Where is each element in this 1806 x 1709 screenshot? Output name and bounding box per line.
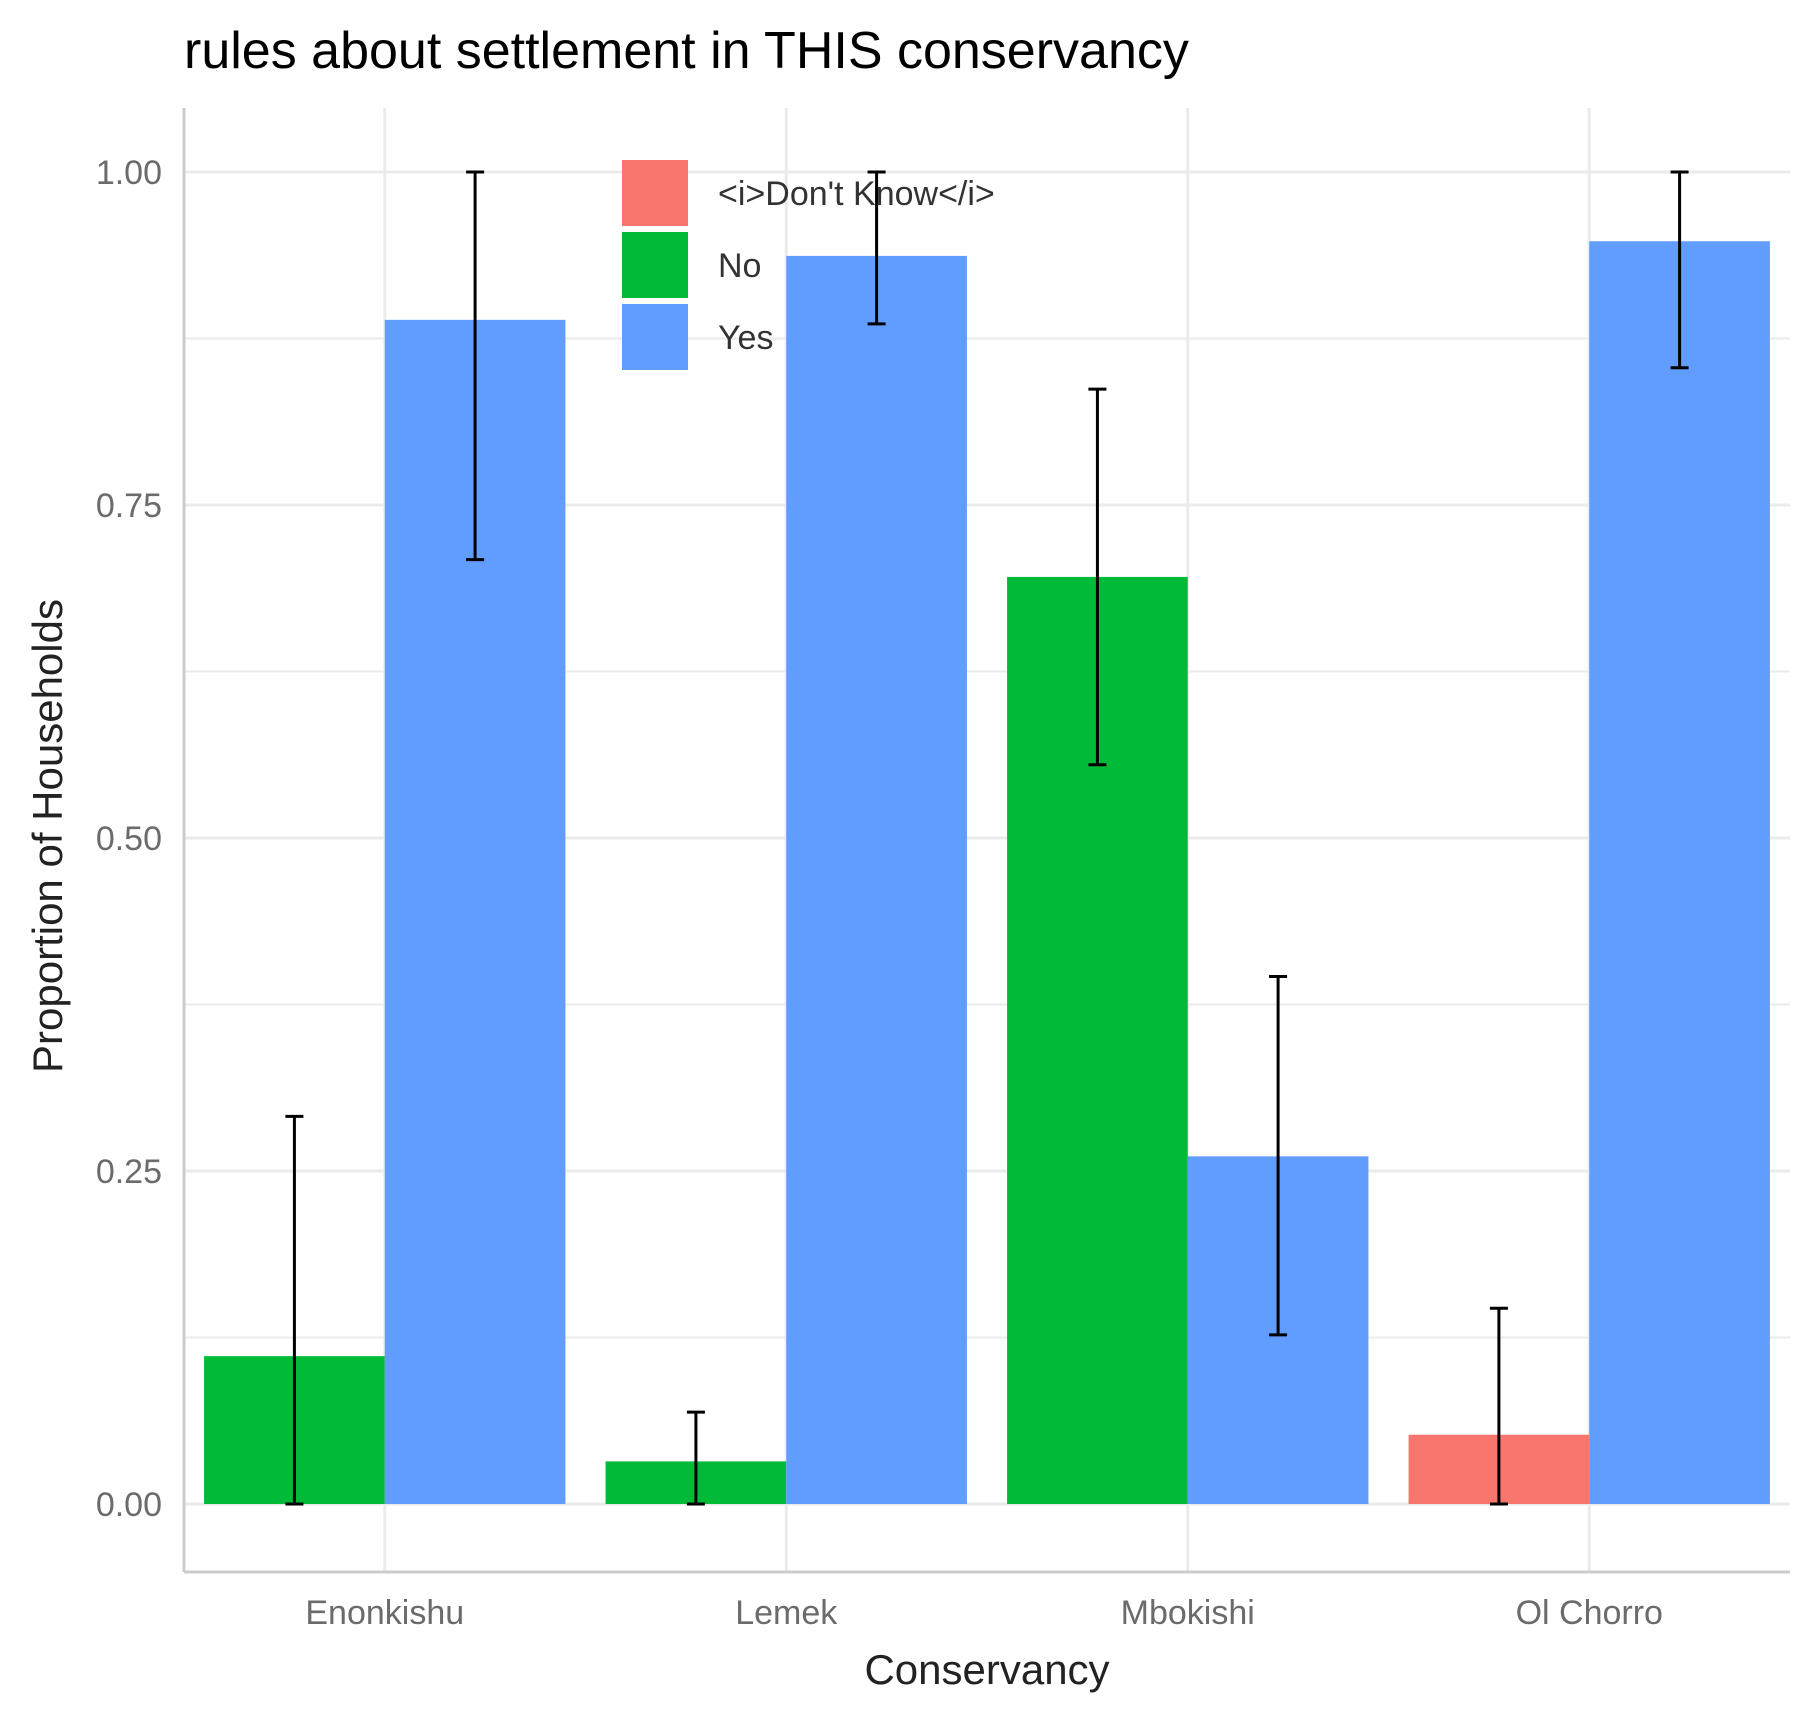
bar xyxy=(786,255,967,1504)
bars xyxy=(204,241,1770,1504)
y-tick-label: 1.00 xyxy=(96,154,162,192)
x-tick-label: Mbokishi xyxy=(1121,1594,1255,1632)
y-tick-labels: 0.00 0.25 0.50 0.75 1.00 xyxy=(96,154,162,1524)
x-tick-label: Lemek xyxy=(735,1594,838,1632)
error-bars xyxy=(285,170,1689,1506)
legend-swatch xyxy=(622,160,688,226)
x-tick-label: Ol Chorro xyxy=(1516,1594,1663,1632)
x-tick-label: Enonkishu xyxy=(305,1594,464,1632)
legend-label: <i>Don't Know</i> xyxy=(718,175,995,213)
y-tick-label: 0.75 xyxy=(96,487,162,525)
y-tick-label: 0.50 xyxy=(96,820,162,858)
legend-swatch xyxy=(622,232,688,298)
y-axis-title: Proportion of Households xyxy=(24,599,71,1073)
x-tick-labels: Enonkishu Lemek Mbokishi Ol Chorro xyxy=(305,1594,1663,1632)
y-tick-label: 0.00 xyxy=(96,1486,162,1524)
x-axis-title: Conservancy xyxy=(864,1646,1109,1693)
axes xyxy=(182,108,1790,1574)
legend: <i>Don't Know</i> No Yes xyxy=(622,160,995,370)
y-tick-label: 0.25 xyxy=(96,1153,162,1191)
legend-label: No xyxy=(718,247,761,285)
legend-label: Yes xyxy=(718,319,773,357)
chart-title: rules about settlement in THIS conservan… xyxy=(184,22,1189,80)
bar xyxy=(1589,241,1770,1504)
legend-swatch xyxy=(622,304,688,370)
